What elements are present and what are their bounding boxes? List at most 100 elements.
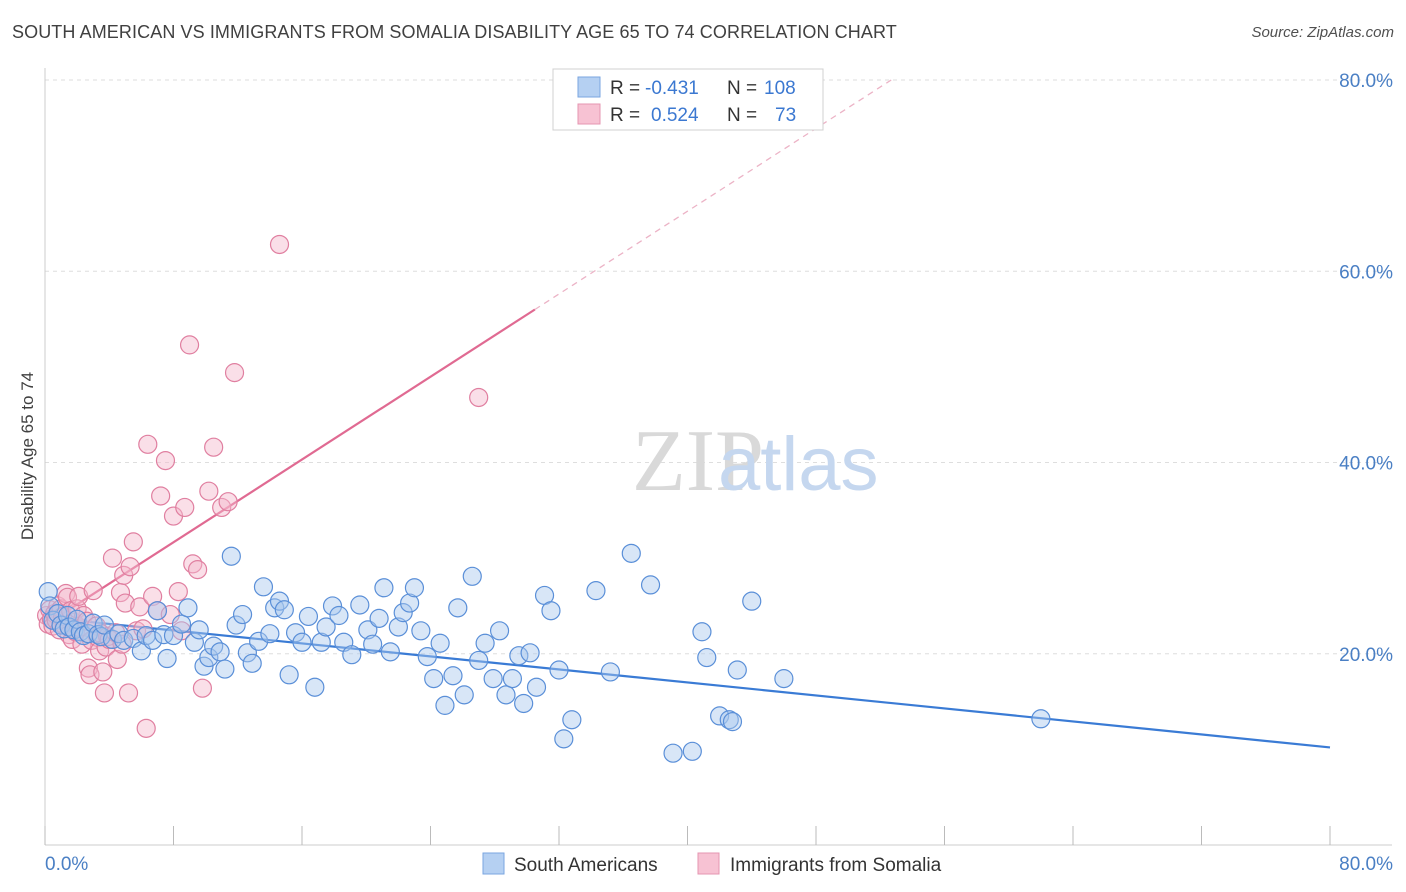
somalia-point-62 — [179, 335, 200, 355]
south-american-point-84 — [509, 646, 529, 666]
south-american-point-77 — [462, 566, 482, 586]
somalia-point-71 — [269, 234, 290, 255]
south-american-point-79 — [475, 633, 495, 653]
south-american-point-103 — [722, 712, 743, 732]
watermark-atlas: atlas — [718, 422, 879, 507]
south-american-point-14 — [88, 625, 108, 645]
chart-title: SOUTH AMERICAN VS IMMIGRANTS FROM SOMALI… — [12, 22, 897, 42]
south-american-point-69 — [411, 621, 431, 641]
south-american-point-89 — [541, 601, 561, 621]
south-american-point-104 — [727, 660, 747, 680]
south-american-point-87 — [526, 677, 547, 697]
y-tick-label-3: 80.0% — [1339, 71, 1393, 92]
south-american-point-40 — [237, 643, 257, 663]
somalia-point-64 — [187, 559, 208, 580]
south-american-point-81 — [489, 621, 510, 641]
x-tick-label-1: 80.0% — [1339, 854, 1393, 875]
x-tick-label-0: 0.0% — [45, 854, 88, 875]
south-american-point-85 — [514, 693, 534, 714]
south-american-point-62 — [369, 608, 389, 628]
south-american-point-50 — [292, 632, 312, 652]
south-american-point-100 — [697, 647, 717, 668]
bottom-legend-swatch-blue — [482, 852, 505, 875]
somalia-point-55 — [151, 486, 171, 506]
south-american-point-96 — [640, 575, 661, 595]
south-american-point-66 — [393, 603, 413, 623]
south-american-points — [38, 543, 1051, 763]
south-american-point-93 — [586, 581, 606, 601]
legend-n-label-0: N = — [727, 78, 757, 99]
trend-lines — [44, 79, 1331, 749]
south-american-point-99 — [692, 622, 712, 642]
south-american-point-52 — [305, 677, 325, 697]
trend-line-somalia — [44, 308, 536, 626]
south-american-point-29 — [178, 598, 198, 618]
south-american-point-102 — [719, 710, 739, 730]
south-american-point-37 — [221, 546, 241, 566]
south-american-point-25 — [154, 625, 174, 645]
somalia-point-38 — [102, 548, 123, 568]
somalia-point-59 — [168, 581, 188, 602]
south-american-point-39 — [232, 604, 253, 625]
south-american-point-92 — [562, 710, 582, 730]
watermark-zip: ZIP — [632, 413, 764, 510]
axes — [44, 68, 1392, 846]
south-american-point-24 — [147, 601, 168, 621]
somalia-point-72 — [469, 387, 489, 408]
legend-n-value-0: 108 — [764, 78, 796, 99]
south-american-point-74 — [443, 666, 463, 686]
south-american-point-0 — [38, 581, 58, 602]
legend-r-label-0: R = — [610, 78, 640, 99]
south-american-point-43 — [253, 577, 274, 597]
legend-r-label-1: R = — [610, 105, 640, 126]
south-american-point-54 — [316, 617, 336, 637]
somalia-point-40 — [107, 649, 127, 670]
somalia-point-53 — [143, 586, 163, 606]
bottom-legend-label-1: Immigrants from Somalia — [730, 855, 942, 876]
south-american-point-47 — [274, 600, 294, 620]
source-label: Source: ZipAtlas.com — [1251, 24, 1394, 41]
somalia-point-61 — [175, 497, 195, 518]
legend-swatch-blue — [577, 76, 601, 98]
south-american-point-105 — [742, 591, 762, 611]
south-american-point-16 — [94, 615, 115, 635]
south-american-point-78 — [469, 650, 489, 671]
south-american-point-80 — [483, 669, 503, 689]
legend-n-value-1: 73 — [775, 105, 796, 126]
south-american-point-51 — [298, 606, 319, 627]
south-american-point-42 — [249, 631, 269, 651]
south-american-point-67 — [400, 593, 420, 613]
south-american-point-35 — [210, 642, 230, 662]
south-american-point-95 — [621, 543, 641, 563]
bottom-legend-swatch-pink — [697, 852, 720, 875]
south-american-point-56 — [329, 605, 349, 626]
somalia-point-51 — [136, 718, 156, 738]
tick-labels: 20.0% 40.0% 60.0% 80.0% 0.0% 80.0% — [45, 71, 1393, 875]
south-american-point-23 — [143, 630, 163, 650]
south-american-point-58 — [342, 645, 362, 665]
south-american-point-83 — [502, 669, 523, 689]
south-american-point-72 — [430, 633, 450, 653]
south-american-point-61 — [363, 634, 383, 654]
watermark: ZIP atlas — [632, 413, 879, 510]
south-american-point-36 — [215, 659, 235, 679]
south-american-point-71 — [424, 669, 444, 689]
somalia-point-20 — [69, 586, 89, 606]
legend-n-label-1: N = — [727, 105, 757, 126]
south-american-point-31 — [189, 620, 209, 640]
south-american-point-86 — [520, 643, 540, 663]
somalia-point-44 — [115, 593, 135, 613]
south-american-point-76 — [454, 685, 474, 705]
somalia-point-66 — [199, 481, 219, 501]
south-american-point-75 — [448, 598, 468, 618]
somalia-point-69 — [218, 492, 238, 512]
south-american-point-26 — [157, 648, 177, 669]
somalia-point-70 — [224, 363, 245, 383]
y-tick-label-1: 40.0% — [1339, 454, 1393, 475]
somalia-point-45 — [118, 683, 139, 703]
south-american-point-94 — [600, 662, 621, 682]
south-american-point-63 — [374, 578, 394, 598]
south-american-point-60 — [358, 620, 378, 640]
somalia-point-52 — [138, 434, 158, 454]
legend-swatch-pink — [577, 103, 601, 125]
